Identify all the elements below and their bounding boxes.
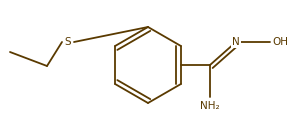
Text: N: N [232, 37, 240, 47]
Text: OH: OH [272, 37, 288, 47]
Text: S: S [65, 37, 71, 47]
Text: NH₂: NH₂ [200, 101, 220, 111]
